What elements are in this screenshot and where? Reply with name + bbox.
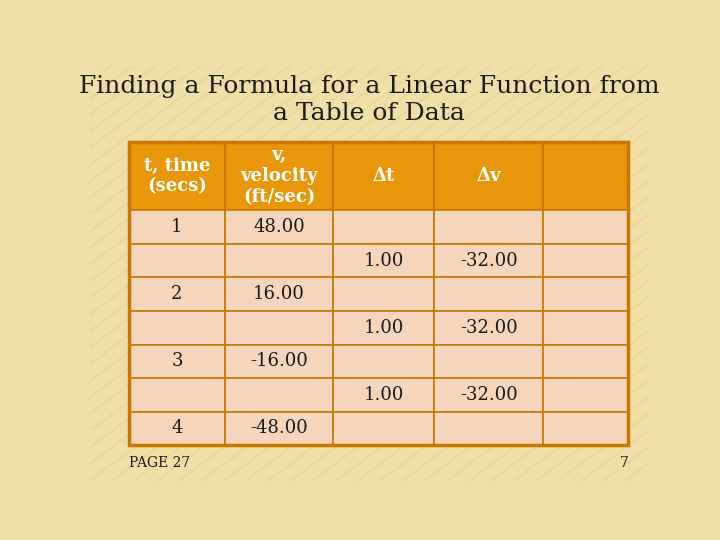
- Bar: [225, 211, 333, 244]
- Text: Finding a Formula for a Linear Function from
a Table of Data: Finding a Formula for a Linear Function …: [78, 76, 660, 125]
- Bar: [434, 141, 543, 211]
- Bar: [434, 411, 543, 446]
- Bar: [225, 141, 333, 211]
- Bar: [129, 378, 225, 411]
- Bar: [333, 244, 434, 278]
- Bar: [225, 311, 333, 345]
- Bar: [434, 311, 543, 345]
- Bar: [129, 278, 225, 311]
- Text: -32.00: -32.00: [460, 386, 518, 404]
- Bar: [129, 311, 225, 345]
- Bar: [543, 345, 629, 378]
- Text: PAGE 27: PAGE 27: [129, 456, 190, 470]
- Bar: [543, 311, 629, 345]
- Bar: [129, 141, 225, 211]
- Text: 1.00: 1.00: [364, 252, 404, 269]
- Bar: [543, 278, 629, 311]
- Bar: [129, 244, 225, 278]
- Bar: [225, 244, 333, 278]
- Bar: [434, 378, 543, 411]
- Bar: [225, 411, 333, 446]
- Bar: [225, 378, 333, 411]
- Text: -48.00: -48.00: [251, 420, 308, 437]
- Bar: [333, 411, 434, 446]
- Bar: [333, 345, 434, 378]
- Bar: [434, 211, 543, 244]
- Bar: [543, 411, 629, 446]
- Text: -32.00: -32.00: [460, 319, 518, 337]
- Text: 1.00: 1.00: [364, 386, 404, 404]
- Text: Δt: Δt: [373, 167, 395, 185]
- Bar: [434, 345, 543, 378]
- Bar: [129, 211, 225, 244]
- Text: 1: 1: [171, 218, 183, 236]
- Bar: [225, 345, 333, 378]
- Bar: [333, 278, 434, 311]
- Bar: [129, 141, 629, 446]
- Text: 2: 2: [171, 285, 183, 303]
- Bar: [333, 378, 434, 411]
- Bar: [434, 278, 543, 311]
- Bar: [333, 141, 434, 211]
- Text: v,
velocity
(ft/sec): v, velocity (ft/sec): [240, 146, 318, 206]
- Bar: [543, 378, 629, 411]
- Bar: [543, 211, 629, 244]
- Text: 48.00: 48.00: [253, 218, 305, 236]
- Text: -32.00: -32.00: [460, 252, 518, 269]
- Bar: [129, 411, 225, 446]
- Bar: [333, 311, 434, 345]
- Bar: [543, 244, 629, 278]
- Text: 4: 4: [171, 420, 183, 437]
- Text: 7: 7: [620, 456, 629, 470]
- Text: 3: 3: [171, 353, 183, 370]
- Bar: [434, 244, 543, 278]
- Text: 16.00: 16.00: [253, 285, 305, 303]
- Bar: [333, 211, 434, 244]
- Bar: [543, 141, 629, 211]
- Text: Δv: Δv: [477, 167, 501, 185]
- Text: t, time
(secs): t, time (secs): [144, 157, 210, 195]
- Text: 1.00: 1.00: [364, 319, 404, 337]
- Text: -16.00: -16.00: [251, 353, 308, 370]
- Bar: [225, 278, 333, 311]
- Bar: [129, 345, 225, 378]
